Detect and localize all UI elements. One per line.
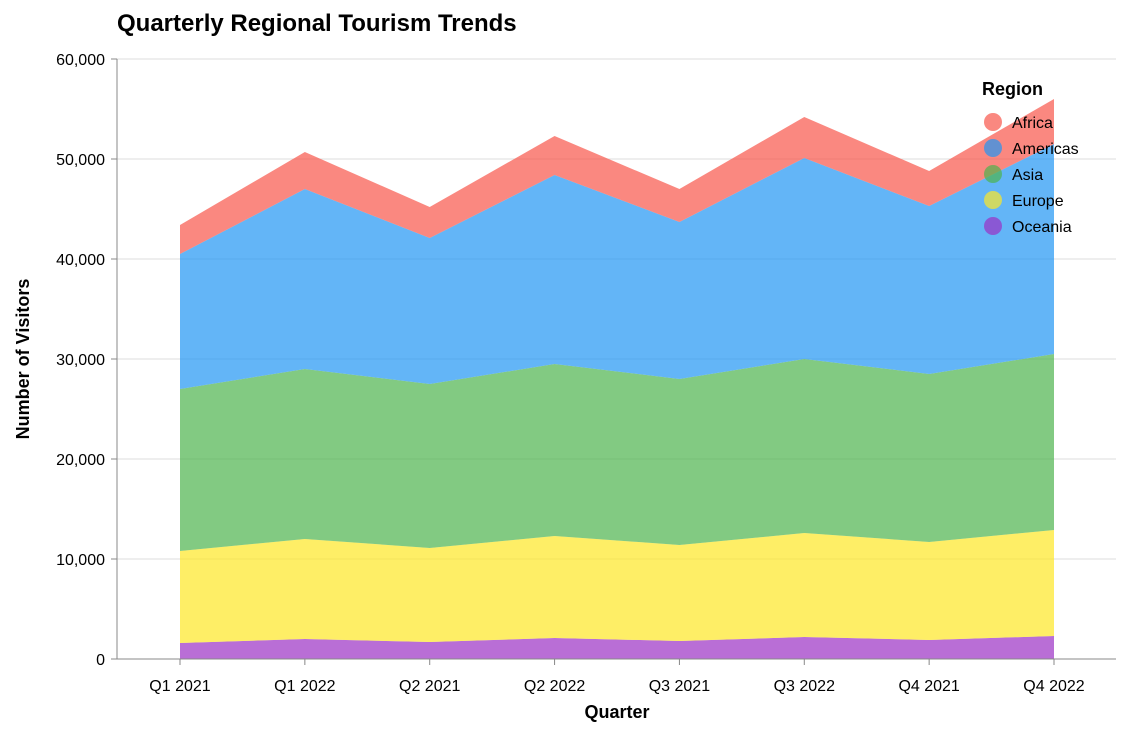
area-africa [180, 99, 1054, 254]
legend-swatch-africa [984, 113, 1002, 131]
x-tick-label: Q3 2021 [649, 678, 710, 695]
chart-title: Quarterly Regional Tourism Trends [117, 10, 517, 37]
legend-label-europe: Europe [1012, 193, 1064, 210]
legend-label-oceania: Oceania [1012, 219, 1072, 236]
legend-swatch-asia [984, 165, 1002, 183]
y-tick-label: 40,000 [56, 252, 105, 269]
legend-swatch-europe [984, 191, 1002, 209]
legend-swatch-americas [984, 139, 1002, 157]
y-axis-ticks: 0 10,000 20,000 30,000 40,000 50,000 60,000 [56, 52, 117, 669]
legend-label-asia: Asia [1012, 167, 1043, 184]
legend-title: Region [982, 79, 1043, 99]
y-tick-label: 50,000 [56, 152, 105, 169]
x-tick-label: Q4 2022 [1023, 678, 1084, 695]
y-tick-label: 10,000 [56, 552, 105, 569]
x-tick-label: Q3 2022 [774, 678, 835, 695]
area-europe [180, 530, 1054, 643]
y-tick-label: 20,000 [56, 452, 105, 469]
x-axis-title: Quarter [584, 702, 649, 722]
x-axis-ticks: Q1 2021 Q1 2022 Q2 2021 Q2 2022 Q3 2021 Q3 20… [149, 659, 1085, 695]
legend: Region Africa Americas Asia Europe Oceania [982, 79, 1079, 236]
legend-label-africa: Africa [1012, 115, 1053, 132]
area-americas [180, 144, 1054, 389]
x-tick-label: Q2 2022 [524, 678, 585, 695]
x-tick-label: Q1 2021 [149, 678, 210, 695]
legend-label-americas: Americas [1012, 141, 1079, 158]
x-tick-label: Q2 2021 [399, 678, 460, 695]
y-tick-label: 0 [96, 652, 105, 669]
area-oceania [180, 636, 1054, 659]
y-tick-label: 30,000 [56, 352, 105, 369]
legend-swatch-oceania [984, 217, 1002, 235]
x-tick-label: Q4 2021 [898, 678, 959, 695]
y-tick-label: 60,000 [56, 52, 105, 69]
x-tick-label: Q1 2022 [274, 678, 335, 695]
area-series [180, 99, 1054, 659]
area-asia [180, 354, 1054, 551]
y-axis-title: Number of Visitors [13, 279, 33, 440]
